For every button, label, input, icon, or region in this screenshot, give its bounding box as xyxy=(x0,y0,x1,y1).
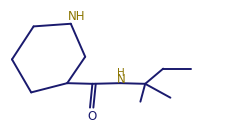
Text: H: H xyxy=(117,68,125,78)
Text: O: O xyxy=(87,110,96,123)
Text: NH: NH xyxy=(68,10,85,23)
Text: N: N xyxy=(117,73,126,86)
